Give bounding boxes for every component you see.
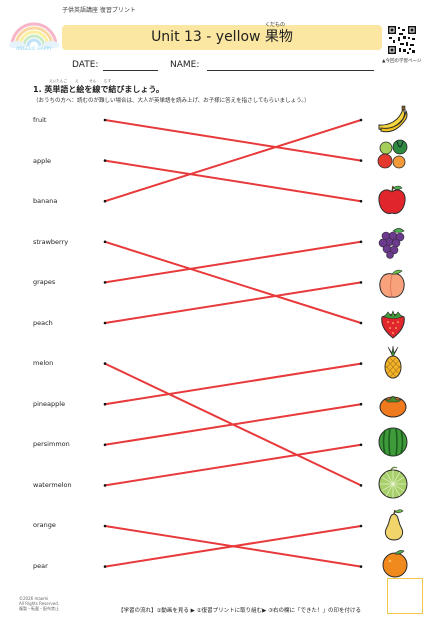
page-title: Unit 13 - yellow 果物 [151, 29, 293, 45]
picture-dot[interactable] [359, 118, 363, 122]
word-strawberry: strawberry [33, 238, 69, 246]
picture-dot[interactable] [359, 159, 363, 162]
picture-dot[interactable] [359, 484, 363, 487]
fruit-basket-icon [377, 139, 408, 169]
word-melon: melon [33, 359, 54, 367]
word-apple: apple [33, 157, 52, 165]
persimmon-icon [379, 395, 407, 418]
match-line[interactable] [104, 403, 362, 446]
match-line[interactable] [104, 525, 362, 568]
match-line[interactable] [104, 119, 362, 162]
word-dot[interactable] [103, 362, 107, 365]
name-label: NAME: [170, 60, 200, 70]
word-dot[interactable] [103, 118, 107, 122]
picture-dot[interactable] [359, 199, 363, 203]
rainbow-logo-icon [9, 22, 59, 48]
copyright-line: All Rights Reserved. [19, 601, 60, 606]
strawberry-icon [381, 310, 405, 339]
word-persimmon: persimmon [33, 440, 70, 448]
title-bar [62, 25, 382, 50]
picture-dot[interactable] [359, 524, 363, 528]
watermelon-icon [378, 427, 408, 457]
instruction-main: 1. 英単語と絵を線で結びましょう。 [33, 85, 164, 94]
word-peach: peach [33, 319, 53, 327]
match-line[interactable] [104, 443, 362, 487]
pear-icon [384, 509, 404, 541]
melon-icon [378, 466, 408, 499]
word-dot[interactable] [103, 565, 107, 568]
learning-flow: 【学習の流れ】①動画を見る ▶ ②復習プリントに取り組む▶ ③右の欄に「できた！… [118, 608, 361, 614]
word-dot[interactable] [103, 321, 107, 325]
name-field[interactable] [207, 70, 374, 71]
banana-icon [378, 105, 408, 133]
match-line[interactable] [104, 281, 362, 324]
qr-caption: ▲今回の学習ページ [382, 59, 422, 64]
word-dot[interactable] [103, 443, 107, 447]
instruction-ruby: え [75, 79, 79, 83]
word-dot[interactable] [103, 402, 107, 406]
word-dot[interactable] [103, 240, 107, 244]
match-line[interactable] [104, 159, 362, 203]
word-dot[interactable] [103, 484, 107, 487]
picture-dot[interactable] [359, 240, 363, 244]
match-line[interactable] [104, 362, 362, 406]
word-watermelon: watermelon [33, 481, 72, 489]
completion-check-box[interactable] [387, 578, 423, 614]
word-banana: banana [33, 197, 58, 205]
instruction-ruby: えいたんご [49, 79, 67, 83]
picture-dot[interactable] [359, 565, 363, 568]
copyright: ©2026 maomi All Rights Reserved. 複製・転載・配… [19, 596, 59, 611]
logo-text: ANGELIC HAPPY [16, 47, 52, 52]
instruction-ruby: むす [104, 79, 112, 83]
match-line[interactable] [104, 119, 362, 203]
word-dot[interactable] [103, 281, 107, 284]
word-dot[interactable] [103, 524, 107, 528]
word-grapes: grapes [33, 278, 56, 286]
grapes-icon [378, 228, 405, 259]
copyright-line: ©2026 maomi [19, 596, 49, 601]
pineapple-icon [384, 345, 402, 379]
word-fruit: fruit [33, 116, 47, 124]
instruction-ruby: せん [89, 79, 97, 83]
header-small-label: 子供英語講座 復習プリント [62, 7, 136, 14]
picture-dot[interactable] [359, 443, 363, 447]
word-orange: orange [33, 521, 56, 529]
match-line[interactable] [104, 240, 362, 324]
word-dot[interactable] [103, 199, 107, 203]
picture-dot[interactable] [359, 362, 363, 365]
title-ruby: くだもの [265, 22, 286, 28]
picture-dot[interactable] [359, 281, 363, 284]
word-pineapple: pineapple [33, 400, 66, 408]
match-line[interactable] [104, 240, 362, 284]
picture-dot[interactable] [359, 321, 363, 325]
instruction-note: （おうちの方へ：読むのが難しい場合は、大人が英単語を読み上げ、お子様に答えを指さ… [33, 98, 310, 104]
qr-code-icon[interactable] [387, 25, 417, 55]
word-pear: pear [33, 562, 48, 570]
date-field[interactable] [103, 70, 158, 71]
copyright-line: 複製・転載・配布禁止 [19, 606, 59, 611]
orange-icon [382, 550, 408, 578]
peach-icon [379, 269, 405, 298]
apple-icon [378, 185, 406, 214]
picture-dot[interactable] [359, 402, 363, 406]
word-dot[interactable] [103, 159, 107, 162]
date-label: DATE: [72, 60, 99, 70]
